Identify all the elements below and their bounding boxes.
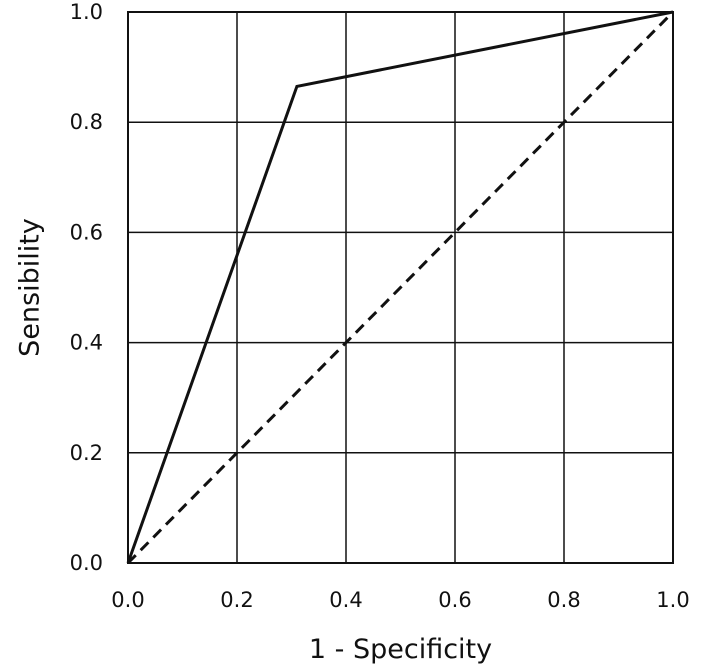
reference-diagonal-line [126,10,675,565]
y-tick-label: 1.0 [70,0,103,24]
y-tick-label: 0.4 [70,331,103,355]
x-tick-label: 0.8 [547,588,580,612]
plot-frame [127,11,674,564]
roc-curve-line [126,10,674,564]
x-tick-label: 0.2 [220,588,253,612]
x-tick-label: 0.0 [111,588,144,612]
y-tick-label: 0.8 [70,110,103,134]
y-tick-labels: 0.0 0.2 0.4 0.6 0.8 1.0 [70,0,103,575]
y-axis-label: Sensibility [15,218,46,357]
y-tick-label: 0.0 [70,551,103,575]
y-tick-label: 0.2 [70,441,103,465]
x-axis-label: 1 - Specificity [309,634,492,665]
series-layer [126,10,675,565]
x-tick-label: 0.4 [329,588,362,612]
x-tick-label: 0.6 [438,588,471,612]
x-tick-label: 1.0 [656,588,689,612]
x-tick-labels: 0.0 0.2 0.4 0.6 0.8 1.0 [111,588,689,612]
y-tick-label: 0.6 [70,220,103,244]
